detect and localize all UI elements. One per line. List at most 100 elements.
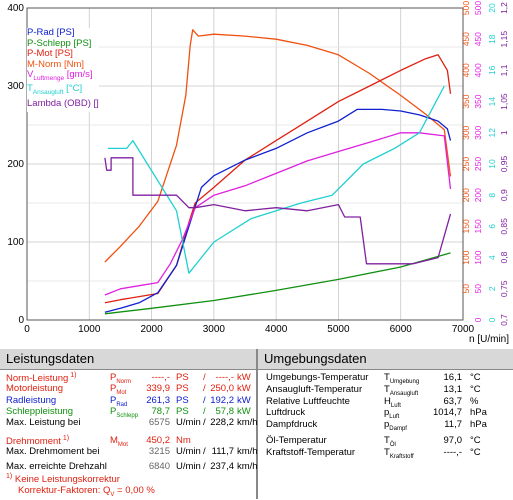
right-axis-tick-vluftmenge: 0 [473, 317, 483, 322]
right-axis-tick-lambda: 1 [499, 130, 509, 135]
right-axis-tick-lambda: 1,05 [499, 93, 509, 110]
row-label: Max. erreichte Drehzahl [6, 461, 107, 473]
right-axis-tick-vluftmenge: 350 [473, 94, 483, 108]
row-symbol: PRad [110, 394, 128, 408]
right-axis-tick-lambda: 1,15 [499, 31, 509, 48]
right-axis-tick-tansaugluft: 2 [487, 286, 497, 291]
legend-entry: TAnsaugluft [°C] [27, 83, 83, 97]
legend-entry: P-Rad [PS] [27, 27, 75, 38]
row-label: Schleppleistung [6, 405, 74, 417]
row-unit2: kW [237, 383, 251, 395]
x-tick-label: 4000 [265, 324, 288, 335]
right-axis-tick-vluftmenge: 300 [473, 125, 483, 139]
row-value: 78,7 [151, 405, 171, 417]
series-line-p-schlepp [104, 252, 451, 315]
row-symbol: PNorm [110, 372, 132, 385]
right-axis-tick-lambda: 1,1 [499, 64, 509, 76]
row-separator: / [203, 372, 206, 383]
row-label: Radleistung [6, 394, 57, 406]
row-symbol: TUmgebung [384, 372, 420, 385]
right-axis-tick-vluftmenge: 400 [473, 63, 483, 77]
row-symbol: pDampf [384, 419, 407, 433]
row-symbol: HLuft [384, 395, 401, 409]
row-value2: ----,- [215, 372, 234, 383]
row-unit2: kW [237, 394, 251, 406]
row-unit: °C [470, 383, 481, 395]
series-line-v-luftmenge [104, 132, 452, 296]
right-axis-tick-lambda: 1,2 [499, 2, 509, 14]
row-unit: % [470, 395, 479, 407]
row-value2: 237,4 [210, 461, 234, 473]
row-symbol: PSchlepp [110, 405, 139, 419]
right-axis-tick-mnorm: 400 [461, 63, 471, 77]
right-axis-tick-tansaugluft: 8 [487, 193, 497, 198]
series-line-m-norm [104, 29, 452, 263]
x-tick-label: 1000 [78, 324, 101, 335]
right-axis-tick-mnorm: 300 [461, 125, 471, 139]
row-value: ----,- [151, 372, 170, 383]
row-value2: 57,8 [215, 405, 235, 417]
row-label: Relative Luftfeuchte [266, 395, 350, 407]
row-value: 16,1 [443, 372, 463, 383]
right-axis-tick-vluftmenge: 150 [473, 219, 483, 233]
row-unit2: kW [237, 405, 251, 417]
legend-entry: P-Mot [PS] [27, 48, 73, 59]
right-axis-tick-vluftmenge: 50 [473, 284, 483, 294]
legend-entry: Lambda (OBD) [] [27, 97, 99, 109]
row-separator: / [203, 383, 206, 395]
y-tick-label: 300 [7, 81, 24, 92]
row-unit: °C [470, 372, 481, 383]
right-axis-tick-tansaugluft: 20 [487, 3, 497, 13]
row-label: Umgebungs-Temperatur [266, 372, 369, 383]
right-axis-tick-mnorm: 50 [461, 284, 471, 294]
right-axis-tick-vluftmenge: 450 [473, 32, 483, 46]
x-tick-label: 3000 [203, 324, 226, 335]
leistungsdaten-panel: Leistungsdaten Norm-Leistung 1) PNorm ----… [0, 349, 258, 499]
leistungsdaten-title: Leistungsdaten [0, 349, 256, 370]
right-axis-tick-tansaugluft: 0 [487, 317, 497, 322]
series-layer [104, 29, 452, 315]
row-unit: PS [176, 383, 189, 395]
right-axis-tick-lambda: 0,95 [499, 155, 509, 172]
row-value2: 192,2 [210, 394, 234, 406]
row-symbol: PMot [110, 383, 127, 397]
axis-layer: 0 1000 2000 3000 4000 5000 6000 700001002003004… [7, 1, 509, 345]
row-separator: / [203, 417, 206, 429]
right-axis-tick-mnorm: 450 [461, 32, 471, 46]
row-label: Kraftstoff-Temperatur [266, 446, 356, 458]
row-symbol: TKraftstoff [384, 446, 414, 460]
row-unit2: km/h [237, 417, 258, 429]
y-tick-label: 200 [7, 159, 24, 170]
y-tick-label: 100 [7, 237, 24, 248]
right-axis-tick-lambda: 0,9 [499, 189, 509, 201]
legend-entry: VLuftmenge [gm/s] [27, 69, 93, 82]
row-unit: U/min [176, 417, 201, 429]
row-value2: 250,0 [210, 383, 234, 395]
row-value: 97,0 [443, 435, 463, 446]
right-axis-tick-mnorm: 350 [461, 94, 471, 108]
right-axis-tick-mnorm: 250 [461, 157, 471, 171]
row-unit: hPa [470, 407, 487, 419]
row-unit2: km/h [237, 445, 258, 457]
right-axis-tick-lambda: 0,75 [499, 280, 509, 297]
x-tick-label: 2000 [140, 324, 163, 335]
row-symbol: pLuft [384, 407, 400, 421]
row-unit: PS [176, 372, 189, 383]
row-unit: PS [176, 405, 189, 417]
row-value: 63,7 [443, 395, 463, 407]
row-unit2: km/h [237, 461, 258, 473]
row-unit: hPa [470, 419, 487, 431]
right-axis-tick-tansaugluft: 16 [487, 65, 497, 75]
x-tick-label: 5000 [327, 324, 350, 335]
umgebungsdaten-title: Umgebungsdaten [258, 349, 513, 370]
umgebungsdaten-panel: Umgebungsdaten Umgebungs-Temperatur TUmge… [258, 349, 513, 499]
right-axis-tick-tansaugluft: 18 [487, 34, 497, 44]
row-value: 339,9 [146, 383, 170, 395]
row-unit: PS [176, 394, 189, 406]
series-line-p-rad [104, 108, 452, 313]
x-tick-label: 6000 [390, 324, 413, 335]
row-label: Motorleistung [6, 383, 64, 395]
plot-frame [26, 7, 464, 321]
y-tick-label: 0 [18, 315, 24, 326]
row-unit: U/min [176, 461, 201, 473]
